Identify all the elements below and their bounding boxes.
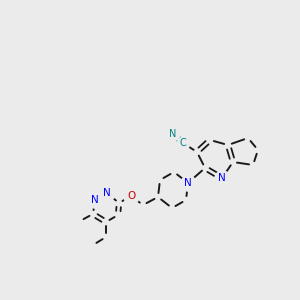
Text: N: N xyxy=(184,178,192,188)
Text: N: N xyxy=(91,195,99,205)
Text: N: N xyxy=(169,129,177,139)
Text: C: C xyxy=(180,138,186,148)
Text: O: O xyxy=(127,191,135,201)
Text: N: N xyxy=(103,188,111,198)
Text: N: N xyxy=(218,173,226,183)
